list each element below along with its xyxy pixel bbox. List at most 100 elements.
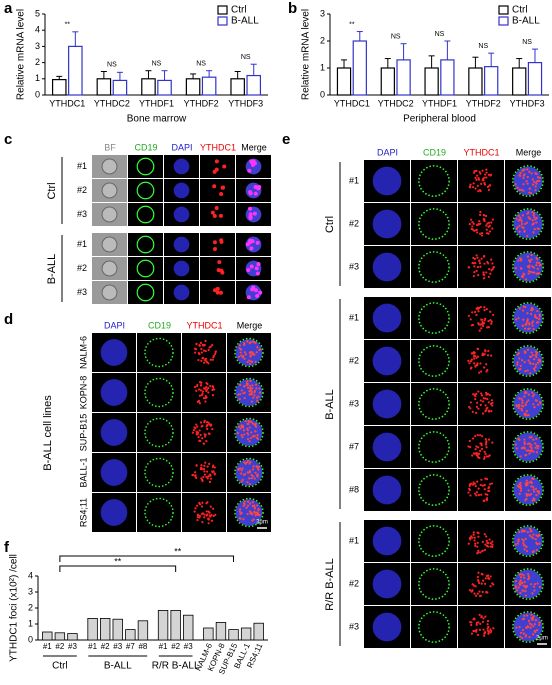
foci [521, 401, 524, 405]
micrograph [92, 413, 136, 452]
cell-outline [101, 182, 118, 199]
foci [476, 592, 479, 595]
foci [528, 436, 531, 439]
row-label: #8 [349, 484, 359, 494]
foci [247, 422, 250, 426]
column-header: CD19 [148, 320, 171, 330]
membrane [512, 611, 544, 643]
foci [471, 583, 474, 586]
foci [477, 578, 480, 582]
foci [248, 351, 252, 354]
foci [525, 410, 528, 413]
significance-bracket [59, 555, 235, 562]
image-frame [128, 233, 163, 256]
foci [518, 188, 521, 191]
nucleus [235, 379, 263, 406]
foci [251, 468, 255, 471]
foci [243, 473, 247, 476]
foci [536, 543, 539, 546]
foci [525, 401, 528, 404]
panel-label: c [4, 131, 12, 148]
foci [484, 404, 487, 407]
foci [517, 437, 520, 440]
bar [137, 620, 149, 641]
foci [246, 437, 250, 441]
foci [525, 492, 528, 496]
foci [533, 358, 536, 361]
foci [487, 275, 490, 279]
foci [482, 457, 486, 460]
foci [536, 321, 540, 324]
foci [480, 394, 484, 397]
bar [484, 66, 499, 96]
foci [469, 401, 472, 404]
membrane [418, 302, 450, 334]
micrograph [227, 413, 271, 452]
foci [249, 470, 252, 474]
foci [478, 581, 481, 585]
foci [517, 214, 520, 217]
foci [524, 499, 527, 502]
foci [252, 475, 255, 478]
foci [521, 274, 525, 278]
foci [212, 240, 217, 245]
foci [200, 384, 203, 387]
membrane [418, 611, 450, 643]
foci [191, 431, 194, 434]
bar [253, 622, 264, 641]
row-label: #2 [349, 355, 359, 365]
foci [193, 510, 196, 513]
y-tick-label: 1 [320, 62, 325, 72]
micrograph [182, 373, 226, 412]
foci [471, 410, 474, 413]
foci [204, 339, 207, 343]
foci [473, 265, 476, 268]
foci [535, 548, 538, 552]
foci [203, 473, 207, 476]
micrograph [364, 426, 410, 468]
foci [203, 513, 206, 516]
foci [198, 344, 201, 348]
foci [215, 290, 220, 295]
foci [519, 172, 522, 175]
foci [200, 351, 203, 354]
foci [255, 387, 258, 390]
foci [523, 360, 526, 364]
group-label: B-ALL cell lines [42, 395, 54, 471]
foci [488, 221, 491, 224]
foci [527, 393, 530, 396]
membrane [418, 525, 450, 557]
micrograph [364, 563, 410, 605]
foci [483, 632, 486, 635]
membrane [418, 568, 450, 600]
y-tick-label: 1 [35, 73, 40, 83]
image-frame [128, 155, 163, 178]
foci [529, 308, 533, 312]
micrograph [236, 233, 271, 256]
micrograph [458, 297, 504, 339]
x-tick-label: YTHDF3 [228, 98, 263, 108]
foci [476, 184, 479, 188]
foci [538, 360, 542, 363]
micrograph [227, 493, 271, 532]
x-tick-label: #2 [171, 642, 180, 651]
foci [519, 455, 522, 458]
foci [523, 544, 527, 547]
foci [209, 384, 212, 388]
micrograph [182, 413, 226, 452]
foci [527, 272, 530, 275]
foci [484, 615, 487, 618]
foci [481, 412, 485, 415]
foci [244, 462, 247, 465]
foci [238, 510, 241, 513]
foci [205, 361, 209, 364]
row-label: #3 [349, 398, 359, 408]
foci [478, 371, 481, 374]
x-tick-label: #2 [101, 642, 110, 651]
foci [478, 329, 481, 332]
membrane [512, 568, 544, 600]
foci [469, 318, 472, 321]
foci [491, 582, 494, 585]
foci [201, 437, 204, 440]
foci [518, 573, 521, 576]
